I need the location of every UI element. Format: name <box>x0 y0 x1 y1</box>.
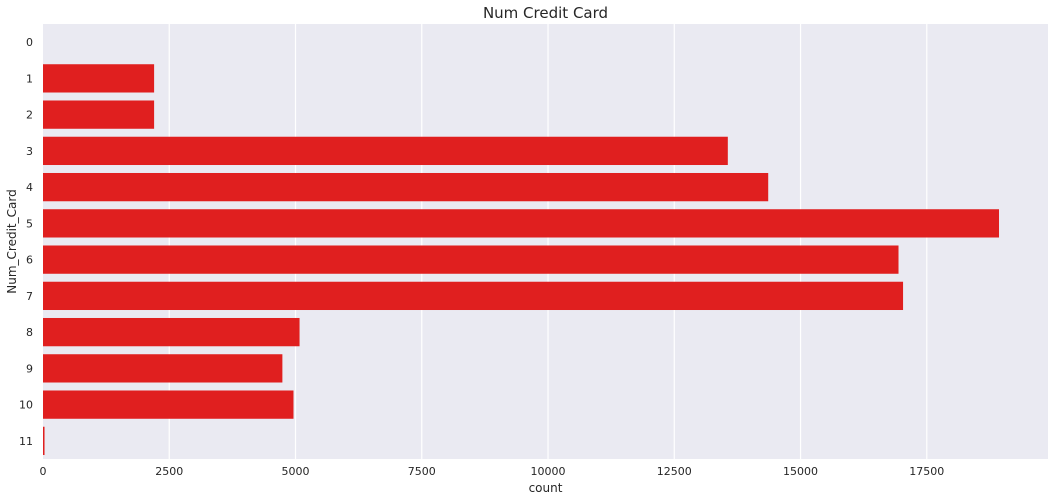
x-tick-label: 10000 <box>531 465 566 478</box>
y-tick-label: 6 <box>26 254 33 267</box>
x-tick-label: 7500 <box>408 465 436 478</box>
y-tick-label: 7 <box>26 290 33 303</box>
y-tick-labels: 0 1 2 3 4 5 6 7 8 9 10 11 <box>19 36 33 448</box>
y-tick-label: 2 <box>26 109 33 122</box>
y-tick-label: 0 <box>26 36 33 49</box>
bar-4 <box>43 172 769 202</box>
x-tick-label: 2500 <box>155 465 183 478</box>
x-tick-label: 0 <box>40 465 47 478</box>
bar-11 <box>43 426 45 456</box>
bar-8 <box>43 317 300 347</box>
y-tick-label: 5 <box>26 217 33 230</box>
x-tick-label: 15000 <box>783 465 818 478</box>
y-tick-label: 9 <box>26 362 33 375</box>
x-tick-label: 17500 <box>909 465 944 478</box>
grid-lines <box>168 24 928 459</box>
bar-3 <box>43 136 728 166</box>
bar-10 <box>43 390 294 419</box>
bar-6 <box>43 245 899 274</box>
x-axis-label: count <box>529 481 563 495</box>
y-tick-label: 4 <box>26 181 33 194</box>
bar-2 <box>43 100 155 129</box>
y-tick-label: 11 <box>19 435 33 448</box>
bar-7 <box>43 281 904 311</box>
bars <box>43 64 1000 456</box>
chart-title: Num Credit Card <box>483 4 608 22</box>
x-tick-label: 5000 <box>282 465 310 478</box>
x-tick-labels: 0 2500 5000 7500 10000 12500 15000 17500 <box>40 465 945 478</box>
x-tick-label: 12500 <box>657 465 692 478</box>
plot-background <box>43 24 1048 459</box>
bar-5 <box>43 209 1000 238</box>
y-tick-label: 3 <box>26 145 33 158</box>
bar-9 <box>43 354 283 383</box>
bar-1 <box>43 64 155 93</box>
y-tick-label: 8 <box>26 326 33 339</box>
y-tick-label: 1 <box>26 72 33 85</box>
y-tick-label: 10 <box>19 399 33 412</box>
y-axis-label: Num_Credit_Card <box>5 189 19 293</box>
